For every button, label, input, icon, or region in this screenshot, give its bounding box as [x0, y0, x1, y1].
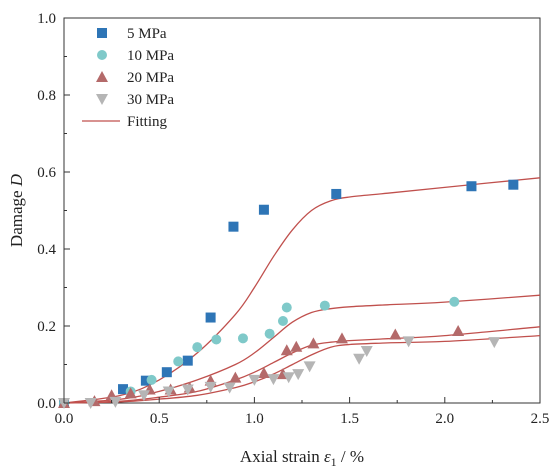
legend: 5 MPa 10 MPa 20 MPa 30 MPa Fitting — [82, 26, 174, 130]
point-s1-5 — [182, 355, 193, 366]
point-s4-10 — [267, 374, 280, 386]
y-tick-label-3: 0.6 — [37, 165, 56, 181]
legend-marker-2 — [97, 50, 107, 60]
point-s1-9 — [331, 188, 342, 199]
point-s1-3 — [140, 375, 151, 386]
x-tick-label-3: 1.5 — [340, 411, 359, 427]
x-tick-label-1: 0.5 — [150, 411, 169, 427]
series-2-points — [59, 296, 460, 408]
y-axis-title: Damage D — [7, 173, 26, 247]
legend-label-fitting: Fitting — [127, 114, 168, 130]
point-s4-12 — [292, 369, 305, 381]
fitting-curve-3 — [63, 326, 541, 404]
point-s4-3 — [109, 396, 122, 408]
x-axis-title: Axial strain ε1 / % — [240, 447, 364, 469]
point-s3-10 — [257, 366, 270, 378]
point-s2-6 — [211, 334, 222, 345]
x-tick-label-4: 2.0 — [435, 411, 454, 427]
point-s4-4 — [137, 390, 150, 402]
point-s3-16 — [389, 328, 402, 340]
y-tick-label-2: 0.4 — [37, 242, 56, 258]
point-s4-14 — [353, 353, 366, 365]
point-s2-3 — [146, 374, 157, 385]
point-s4-13 — [303, 361, 316, 373]
legend-label-2: 10 MPa — [127, 48, 174, 64]
axes: 0.0 0.5 1.0 1.5 2.0 2.5 0.0 0.2 0.4 0.6 0.8 1.0 Axia… — [7, 11, 549, 469]
y-tick-label-4: 0.8 — [37, 88, 56, 104]
point-s4-16 — [402, 336, 415, 348]
point-s4-6 — [181, 384, 194, 396]
point-s2-8 — [264, 328, 275, 339]
legend-label-3: 20 MPa — [127, 70, 174, 86]
point-s3-15 — [335, 332, 348, 344]
point-s1-8 — [258, 204, 269, 215]
point-s1-7 — [228, 221, 239, 232]
point-s4-17 — [488, 337, 501, 349]
y-tick-label-0: 0.0 — [37, 396, 56, 412]
point-s4-9 — [248, 374, 261, 386]
point-s3-4 — [124, 387, 137, 399]
point-s3-9 — [229, 371, 242, 383]
point-s4-2 — [84, 398, 97, 409]
data-points — [58, 179, 519, 409]
x-tick-label-0: 0.0 — [55, 411, 74, 427]
fitting-curves — [63, 177, 541, 404]
legend-marker-3 — [96, 71, 108, 82]
point-s2-7 — [237, 333, 248, 344]
point-s2-11 — [319, 300, 330, 311]
point-s3-13 — [290, 340, 303, 352]
legend-marker-1 — [97, 28, 107, 38]
point-s4-15 — [360, 346, 373, 358]
point-s4-5 — [162, 386, 175, 398]
point-s4-7 — [204, 381, 217, 393]
fitting-curve-2 — [63, 294, 541, 404]
legend-label-1: 5 MPa — [127, 26, 167, 42]
legend-marker-4 — [96, 94, 108, 105]
y-tick-label-5: 1.0 — [37, 11, 56, 27]
point-s2-12 — [449, 296, 460, 307]
x-tick-label-5: 2.5 — [531, 411, 550, 427]
point-s1-2 — [118, 384, 129, 395]
y-tick-label-1: 0.2 — [37, 319, 56, 335]
point-s3-14 — [307, 337, 320, 349]
point-s3-17 — [452, 325, 465, 337]
point-s4-11 — [282, 372, 295, 384]
point-s4-8 — [223, 382, 236, 394]
point-s2-5 — [192, 342, 203, 353]
point-s2-9 — [277, 315, 288, 326]
point-s3-12 — [280, 344, 293, 356]
legend-label-4: 30 MPa — [127, 92, 174, 108]
x-tick-label-2: 1.0 — [245, 411, 264, 427]
point-s1-11 — [508, 179, 519, 190]
point-s1-6 — [205, 312, 216, 323]
fitting-curve-4 — [63, 334, 541, 404]
point-s2-10 — [281, 302, 292, 313]
series-4-points — [58, 336, 501, 409]
point-s1-10 — [466, 181, 477, 192]
point-s1-4 — [161, 367, 172, 378]
point-s2-4 — [173, 356, 184, 367]
